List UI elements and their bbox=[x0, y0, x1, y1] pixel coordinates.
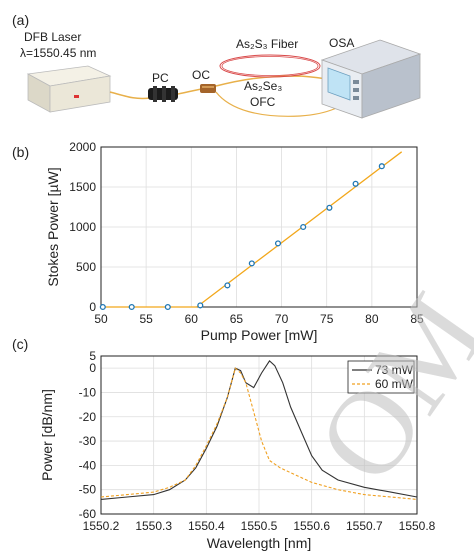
chartC-xtick-label: 1550.6 bbox=[293, 519, 330, 533]
laser-wavelength-label: λ=1550.45 nm bbox=[20, 46, 96, 60]
chartB-xtick-label: 65 bbox=[230, 312, 244, 326]
chartC-ytick-label: -60 bbox=[79, 507, 97, 521]
chart-b-data-point bbox=[99, 303, 106, 311]
panel-b: (b) 50 55 60 65 70 75 80 85 0 500 1000 1500 2000 Pu… bbox=[12, 140, 424, 343]
chart-b-xlabel: Pump Power [mW] bbox=[201, 327, 318, 343]
polarization-controller-icon bbox=[148, 86, 178, 102]
osa-label: OSA bbox=[329, 36, 354, 50]
legend-label-60mw: 60 mW bbox=[375, 377, 414, 391]
panel-c: (c) 1550.2 1550.3 1550.4 1550.5 1550.6 1550.7… bbox=[12, 336, 436, 551]
chart-c-yticks: 50 -10 -20 -30 -40 -50 -60 bbox=[79, 349, 97, 521]
chartC-xtick-label: 1550.7 bbox=[346, 519, 383, 533]
chart-b-data-point bbox=[274, 240, 282, 247]
chart-c-series bbox=[100, 360, 418, 500]
chartC-ytick-label: 5 bbox=[89, 349, 96, 363]
chart-b-data-point bbox=[197, 302, 204, 309]
panel-c-label: (c) bbox=[12, 336, 28, 352]
chart-c: 1550.2 1550.3 1550.4 1550.5 1550.6 1550.7 1550… bbox=[39, 349, 436, 551]
fiber-label: As₂S₃ Fiber bbox=[236, 37, 298, 51]
chartB-ytick-label: 2000 bbox=[69, 140, 96, 154]
chart-b-xticks: 50 55 60 65 70 75 80 85 bbox=[94, 312, 424, 326]
fiber-coil-icon bbox=[219, 54, 321, 78]
chartB-xtick-label: 60 bbox=[185, 312, 199, 326]
ofc-material-label: As₂Se₃ bbox=[244, 79, 282, 93]
chart-b-data-point bbox=[164, 303, 171, 311]
chartB-ytick-label: 1000 bbox=[69, 220, 96, 234]
chart-b-data-point bbox=[352, 180, 359, 187]
chart-b-ylabel: Stokes Power [µW] bbox=[45, 167, 61, 286]
fiber-pc-to-oc bbox=[177, 88, 203, 95]
chartC-xtick-label: 1550.8 bbox=[399, 519, 436, 533]
chart-b-data-point bbox=[224, 282, 231, 289]
chartC-ytick-label: -10 bbox=[79, 385, 97, 399]
chart-b-yticks: 0 500 1000 1500 2000 bbox=[69, 140, 96, 314]
chartB-xtick-label: 85 bbox=[410, 312, 424, 326]
laser-name-label: DFB Laser bbox=[24, 30, 81, 44]
legend-box bbox=[347, 360, 415, 394]
pc-label: PC bbox=[152, 71, 169, 85]
panel-a: (a) DFB Laser λ=1550.45 nm PC OC bbox=[12, 12, 422, 119]
chart-c-legend: 73 mW 60 mW bbox=[347, 360, 415, 394]
chart-b-grid bbox=[100, 146, 418, 308]
dfb-laser-icon bbox=[26, 65, 112, 113]
chart-c-xticks: 1550.2 1550.3 1550.4 1550.5 1550.6 1550.7 1550… bbox=[83, 519, 436, 533]
chart-b-data-point bbox=[248, 260, 255, 267]
chartB-xtick-label: 50 bbox=[94, 312, 108, 326]
chartB-xtick-label: 80 bbox=[365, 312, 379, 326]
panel-b-label: (b) bbox=[12, 144, 29, 160]
chart-c-frame bbox=[100, 355, 418, 515]
oc-label: OC bbox=[192, 68, 210, 82]
chartC-ytick-label: -30 bbox=[79, 434, 97, 448]
panel-a-label: (a) bbox=[12, 12, 29, 28]
chart-b-data-point bbox=[378, 163, 385, 170]
chart-b-data-point bbox=[300, 223, 307, 231]
chart-b: 50 55 60 65 70 75 80 85 0 500 1000 1500 2000 Pump P… bbox=[45, 140, 424, 343]
chart-b-frame bbox=[100, 146, 418, 308]
chartB-ytick-label: 1500 bbox=[69, 180, 96, 194]
chart-c-series-line bbox=[100, 367, 418, 500]
chartB-xtick-label: 55 bbox=[139, 312, 153, 326]
chartB-ytick-label: 500 bbox=[76, 260, 96, 274]
chart-b-data-point bbox=[326, 204, 333, 211]
chartC-ytick-label: -20 bbox=[79, 410, 97, 424]
watermark-text: OM bbox=[291, 271, 474, 506]
legend-label-73mw: 73 mW bbox=[375, 363, 414, 377]
chartC-xtick-label: 1550.3 bbox=[135, 519, 172, 533]
chartC-xtick-label: 1550.5 bbox=[241, 519, 278, 533]
fiber-laser-to-pc bbox=[109, 91, 151, 100]
chartC-xtick-label: 1550.2 bbox=[83, 519, 120, 533]
chartC-ytick-label: -40 bbox=[79, 458, 97, 472]
chart-c-xlabel: Wavelength [nm] bbox=[207, 535, 312, 551]
chartB-xtick-label: 75 bbox=[320, 312, 334, 326]
chartC-xtick-label: 1550.4 bbox=[188, 519, 225, 533]
osa-instrument-icon bbox=[320, 39, 422, 119]
chart-b-points bbox=[99, 163, 385, 311]
chartC-ytick-label: 0 bbox=[89, 361, 96, 375]
chartB-xtick-label: 70 bbox=[275, 312, 289, 326]
chart-b-data-point bbox=[128, 303, 135, 311]
chartB-ytick-label: 0 bbox=[89, 300, 96, 314]
chart-c-ylabel: Power [dB/nm] bbox=[39, 389, 55, 481]
ofc-label: OFC bbox=[250, 95, 276, 109]
chartC-ytick-label: -50 bbox=[79, 483, 97, 497]
optical-coupler-icon bbox=[200, 84, 216, 93]
